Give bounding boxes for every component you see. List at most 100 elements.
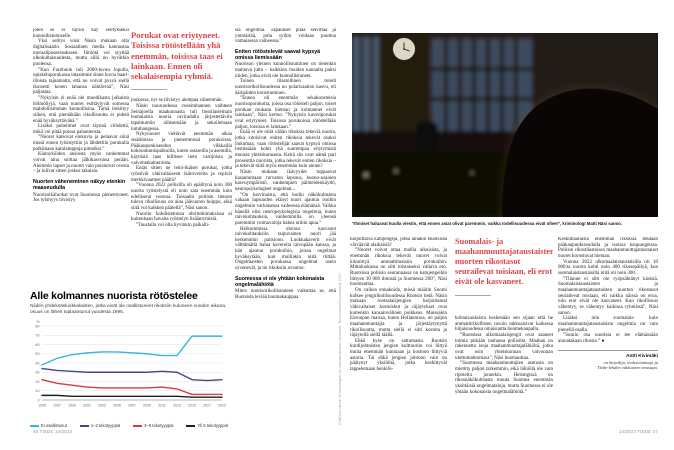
y-tick-label: 10: [35, 389, 39, 393]
body-paragraph: Vuonna 2022 ulkomaalaistaustaisilla oli …: [558, 259, 658, 276]
author-bio-line-1: on kirjailija, tiedetoimittaja ja: [603, 360, 659, 366]
left-page-column-3: sia ongelmia. Tapaukset pitää selvittää …: [235, 28, 336, 424]
body-paragraph: ”Suurin osa nuorista ei tee elämässään a…: [558, 333, 658, 344]
x-tick-label: 2005: [113, 404, 121, 408]
body-paragraph: Nuorisoikäluokat ovat Suomessa pienentyn…: [33, 192, 129, 204]
legend-swatch: [79, 424, 89, 427]
x-tick-label: 1997: [53, 404, 61, 408]
chart-source-credit: Grafiikan lähde: Kriminologian ja oikeus…: [338, 272, 342, 425]
body-paragraph: Lisäksi niin suomalais- kuin maahanmuutt…: [558, 316, 658, 333]
pull-quote-right: Suomalais- ja maahanmuuttajataustaisten …: [455, 237, 553, 286]
body-paragraph: ”Taustalla voi olla hyvinkin paikalli-: [136, 222, 210, 228]
body-paragraph: Näsin nuoruudessa vuosituhannen vaihteen…: [131, 104, 232, 132]
y-tick-label: 60: [35, 343, 39, 347]
body-paragraph: ”Suomessa maahanmuuttajien asutusta on m…: [455, 361, 553, 395]
x-tick-label: 2019: [218, 404, 226, 408]
right-column-2-text: kohtaisuuksista keskenään sen sijaan ett…: [455, 316, 553, 395]
right-page-column-2: Suomalais- ja maahanmuuttajataustaisten …: [455, 237, 553, 433]
legend-item: Yli 5 tekotyyppiä: [186, 423, 228, 428]
body-paragraph: Nykynuoret viettävät enemmän aikaa sisät…: [131, 132, 232, 166]
chart-legend: Ei osallistunut 1–2 tekotyyppiä 3–5 tekoty…: [30, 423, 228, 428]
body-paragraph: On vaikea ennakoida, missä määrin Suomi …: [350, 287, 447, 339]
x-tick-label: 2001: [83, 404, 91, 408]
body-paragraph: Toinen tilastollinen trendi nuorisorikol…: [235, 79, 336, 96]
clock-icon: [392, 37, 416, 61]
legend-swatch: [133, 424, 143, 427]
body-paragraph: ”Vuonna 2022 poliisilla oli epäiltynä no…: [131, 183, 232, 211]
legend-item: Ei osallistunut: [30, 423, 67, 428]
author-bio-line-2: Tiede-lehden vakituinen avustaja.: [597, 365, 658, 371]
x-tick-label: 1995: [38, 404, 46, 408]
y-tick-label: 30: [35, 371, 39, 375]
legend-swatch: [186, 424, 196, 427]
y-tick-label: 0: [37, 398, 39, 402]
y-tick-label: 40: [35, 361, 39, 365]
left-column-2-text: joukossa, nyt se tiivistyy aiempaa vähem…: [131, 98, 232, 228]
legend-item: 1–2 tekotyyppiä: [79, 423, 121, 429]
series-line: [41, 394, 223, 399]
x-tick-label: 2017: [203, 404, 211, 408]
body-paragraph: ”Ennen oli enemmän sekakoosteisia nuoris…: [235, 96, 336, 130]
body-paragraph: Yksi selitys voisi Näsin mukaan olla dig…: [33, 39, 129, 67]
body-paragraph: sia ongelmia. Tapaukset pitää selvittää …: [235, 28, 336, 45]
photo-caption: ”Ihmiset haluavat kuulla viestin, että e…: [352, 221, 623, 226]
body-paragraph: joten se ei täysin käy selitykseksi kunn…: [33, 28, 129, 39]
right-page-column-1: harjoittavia katujengejä, jotka ainakin …: [350, 237, 447, 433]
body-paragraph: Näsin mukaan ikävyydet tuppaavat kasautu…: [235, 169, 336, 192]
x-tick-label: 2003: [98, 404, 106, 408]
body-paragraph: harjoittavia katujengejä, jotka ainakin …: [350, 237, 447, 248]
chart-subtitle: Niiden yhdeksäsluokkalaisten, jotka eivä…: [30, 304, 227, 315]
pull-quote-divider-right: [455, 295, 491, 296]
y-tick-label: 80: [35, 324, 39, 328]
series-line: [41, 379, 223, 396]
x-tick-label: 2011: [158, 404, 166, 408]
body-paragraph: Entäs sitten ne teini-ikäiset porukat, j…: [131, 166, 232, 183]
body-paragraph: Ehkä kyse on sattumasta. Ruotsin kurdijo…: [350, 338, 447, 373]
legend-swatch: [30, 424, 39, 427]
chart-title: Alle kolmannes nuorista rötöstelee: [30, 290, 198, 302]
section-subheading: Eniten rötöstelevät saavat kypsyä omissa…: [235, 48, 321, 61]
body-paragraph: Kännyköiden ansiosta myös vanhemmat voiv…: [33, 152, 129, 175]
author-name: Antti Kivimäki: [626, 354, 658, 360]
legend-label: Yli 5 tekotyyppiä: [197, 423, 228, 429]
body-paragraph: ”On harvinaista, että kodin näkökulmasta…: [235, 192, 336, 226]
footer-page-number-right: 14/2023 TIEDE 47: [618, 429, 658, 434]
legend-item: 3–5 tekotyyppiä: [133, 423, 174, 428]
x-tick-label: 2015: [188, 404, 196, 408]
series-line: [41, 335, 223, 366]
body-paragraph: Miten nuorisorikollisuuteen vaikuttaa se…: [235, 289, 336, 300]
body-paragraph: ”Tilanne ei silti ole ryöpsähtänyt käsis…: [558, 276, 658, 316]
person-silhouette: [502, 88, 658, 217]
pull-quote-left: Porukat ovat eriytyneet. Toisissa rötöst…: [131, 30, 223, 82]
body-paragraph: joukossa, nyt se tiivistyy aiempaa vähem…: [131, 98, 223, 104]
legend-label: Ei osallistunut: [41, 423, 67, 429]
y-tick-label: 50: [35, 352, 39, 356]
x-tick-label: 2013: [173, 404, 181, 408]
section-subheading: Suomessa ei ole yhtään kokonaista ongelm…: [235, 275, 325, 288]
body-paragraph: ”Nykyisin ei enää ole muodikasta julkais…: [33, 95, 129, 124]
x-tick-label: 2007: [128, 404, 136, 408]
right-page-column-3: Keskimääräistä enemmän rikoksia tehdään …: [558, 237, 658, 433]
footer-page-number-left: 46 TIEDE 14/2023: [33, 429, 73, 434]
x-tick-label: 1999: [68, 404, 76, 408]
body-paragraph: kohtaisuuksista keskenään sen sijaan ett…: [455, 316, 553, 333]
x-tick-label: 2009: [143, 404, 151, 408]
right-column-3-text: Keskimääräistä enemmän rikoksia tehdään …: [558, 237, 658, 344]
y-tick-label: 70: [35, 334, 39, 338]
chart-plot: 0 10 20 30 40 50 60 70 80% 1995 1997 1999 2001 2003 20…: [35, 320, 226, 408]
legend-label: 1–2 tekotyyppiä: [90, 423, 121, 429]
body-paragraph: ”Nuoret voivat ottaa mallia aikuisista, …: [350, 248, 447, 288]
body-paragraph: ”Nuoret katsovat elokuvia ja pelaavat si…: [33, 135, 129, 152]
left-page-column-1: joten se ei täysin käy selitykseksi kunn…: [33, 28, 129, 252]
y-axis-unit-label: %: [36, 320, 40, 324]
body-paragraph: Nuorison yleinen kunnollistuminen on tie…: [235, 62, 336, 79]
body-paragraph: Keskimääräistä enemmän rikoksia tehdään …: [558, 237, 658, 259]
body-paragraph: Enää ei ole niitä vähän rikoksia tekeviä…: [235, 130, 336, 170]
section-subheading: Nuorten väheneminen näkyy etenkin maaseu…: [33, 179, 126, 192]
body-paragraph: Nuoriin kohdistetuissa uhritutkimuksissa…: [131, 211, 232, 223]
crime-chart: Alle kolmannes nuorista rötöstelee Niide…: [30, 291, 228, 428]
body-paragraph: ”Kun Facebook tuli 2000-luvun lopulla, o…: [33, 67, 129, 96]
body-paragraph: Lisäksi puhelimet ovat täynnä viihdettä,…: [33, 124, 129, 135]
series-line: [41, 368, 223, 382]
